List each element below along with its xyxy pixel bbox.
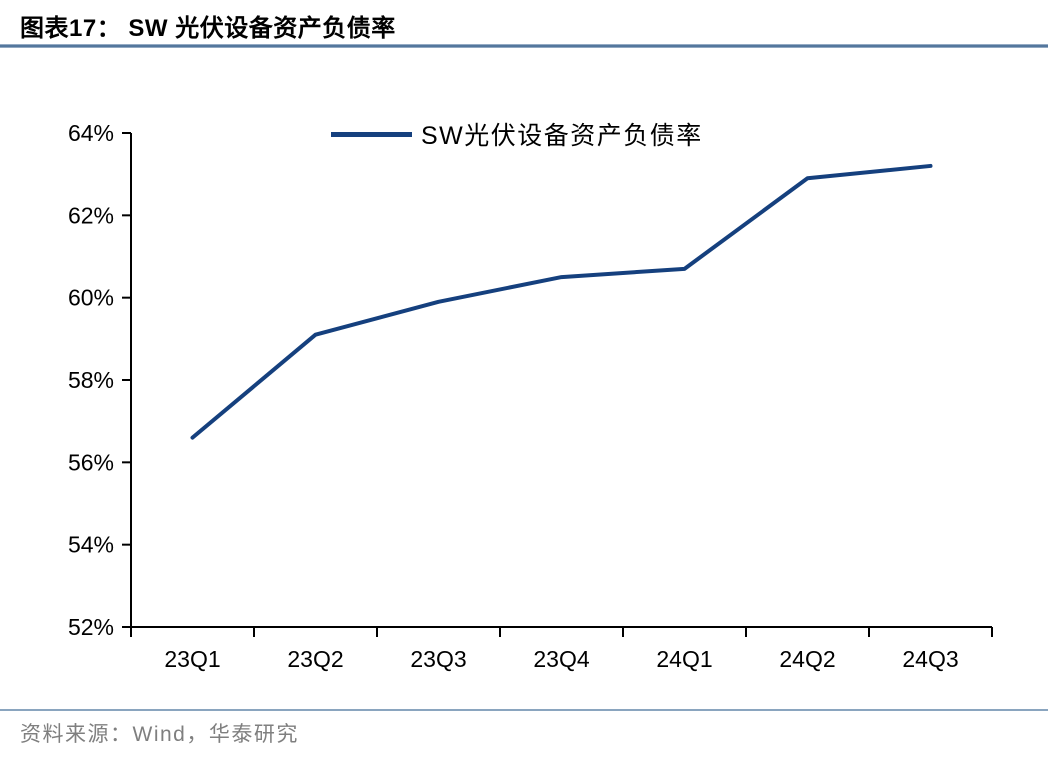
x-tick-label: 23Q2 [287,646,343,672]
x-tick-label: 24Q3 [902,646,958,672]
x-tick-label: 23Q1 [164,646,220,672]
x-tick-label: 23Q3 [410,646,466,672]
x-tick-label: 23Q4 [533,646,589,672]
y-tick-label: 64% [68,120,114,146]
y-tick-label: 58% [68,367,114,393]
x-tick-label: 24Q1 [656,646,712,672]
footer-rule [0,709,1048,711]
legend: SW光伏设备资产负债率 [331,116,703,152]
x-tick-label: 24Q2 [779,646,835,672]
title-rule [0,44,1048,48]
y-tick-label: 56% [68,449,114,475]
legend-label: SW光伏设备资产负债率 [421,122,703,150]
y-tick-label: 54% [68,532,114,558]
y-tick-label: 62% [68,202,114,228]
y-tick-label: 60% [68,285,114,311]
figure-title: 图表17： SW 光伏设备资产负债率 [20,15,396,42]
series-line [190,163,933,440]
y-tick-label: 52% [68,614,114,640]
source-text: 资料来源：Wind，华泰研究 [20,723,299,746]
legend-line-swatch [331,131,412,137]
line-chart: 64% 62% 60% 58% 56% 54% 52% 23Q1 23Q2 23Q3 23Q4 24Q… [68,120,993,672]
chart-area: 64% 62% 60% 58% 56% 54% 52% 23Q1 23Q2 23Q3 23Q4 24Q… [0,60,1048,705]
